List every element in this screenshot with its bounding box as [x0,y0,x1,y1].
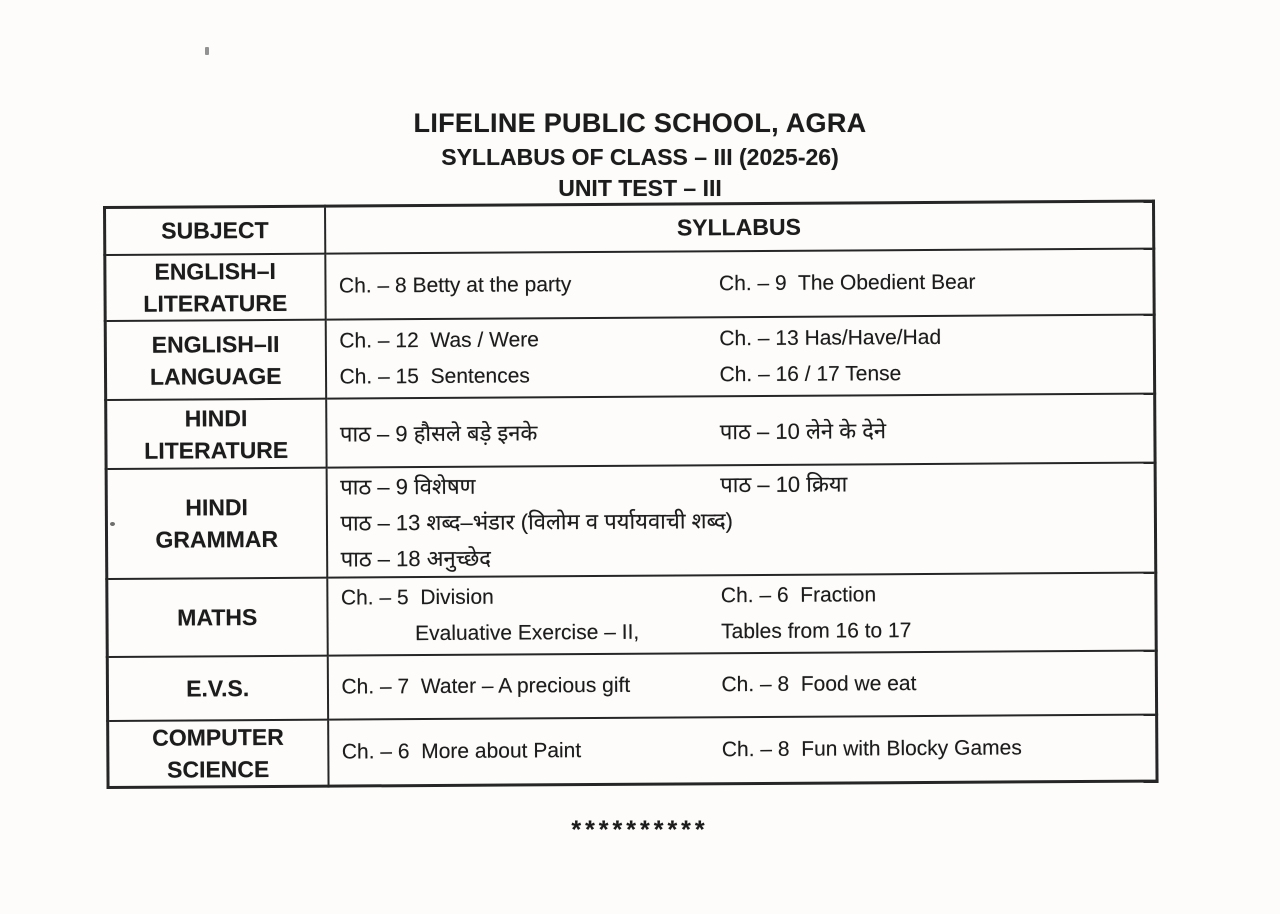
syllabus-line: Ch. – 12 Was / Were Ch. – 13 Has/Have/Ha… [339,325,942,353]
subject-cell: ENGLISH–I LITERATURE [104,253,326,321]
syllabus-cell: Ch. – 12 Was / Were Ch. – 13 Has/Have/Ha… [325,314,1155,399]
subject-cell: MATHS [106,577,328,657]
syllabus-column-header: SYLLABUS [324,201,1154,254]
syllabus-line: Ch. – 15 Sentences Ch. – 16 / 17 Tense [339,361,902,389]
syllabus-cell: Ch. – 5 Division Ch. – 6 Fraction Evalua… [326,572,1157,656]
syllabus-cell: Ch. – 7 Water – A precious gift Ch. – 8 … [327,650,1157,720]
subject-cell: E.V.S. [107,655,328,721]
syllabus-line: पाठ – 18 अनुच्छेद [340,545,491,572]
test-title: UNIT TEST – III [558,175,722,201]
table-row-evs: E.V.S. Ch. – 7 Water – A precious gift C… [107,650,1157,721]
subject-cell: COMPUTER SCIENCE [107,719,329,788]
syllabus-line: Ch. – 7 Water – A precious gift Ch. – 8 … [341,672,917,699]
syllabus-line: Ch. – 6 More about Paint Ch. – 8 Fun wit… [341,736,1022,764]
subject-cell: HINDI GRAMMAR [106,467,327,579]
syllabus-line: पाठ – 9 हौसले बड़े इनके पाठ – 10 लेने के… [339,417,887,447]
table-row-english-2-language: ENGLISH–II LANGUAGE Ch. – 12 Was / Were … [105,314,1155,400]
scan-artifact [205,47,209,55]
syllabus-cell: पाठ – 9 हौसले बड़े इनके पाठ – 10 लेने के… [325,393,1156,468]
table-row-hindi-grammar: HINDI GRAMMAR पाठ – 9 विशेषण पाठ – 10 क्… [106,462,1156,579]
table-row-english-1-literature: ENGLISH–I LITERATURE Ch. – 8 Betty at th… [104,248,1155,321]
syllabus-line: Ch. – 5 Division Ch. – 6 Fraction [340,583,877,610]
scan-artifact [110,522,115,526]
page-title: LIFELINE PUBLIC SCHOOL, AGRA [413,108,867,138]
syllabus-line: पाठ – 13 शब्द–भंडार (विलोम व पर्यायवाची … [340,508,733,536]
table-row-computer-science: COMPUTER SCIENCE Ch. – 6 More about Pain… [107,714,1158,788]
syllabus-cell: Ch. – 8 Betty at the party Ch. – 9 The O… [324,248,1155,320]
document-header: LIFELINE PUBLIC SCHOOL, AGRA SYLLABUS OF… [0,110,1280,200]
syllabus-line: Evaluative Exercise – II, Tables from 16… [415,619,912,646]
syllabus-line: पाठ – 9 विशेषण पाठ – 10 क्रिया [340,471,848,500]
table-row-maths: MATHS Ch. – 5 Division Ch. – 6 Fraction … [106,572,1157,657]
syllabus-cell: Ch. – 6 More about Paint Ch. – 8 Fun wit… [327,714,1158,787]
table-row-hindi-literature: HINDI LITERATURE पाठ – 9 हौसले बड़े इनके… [105,393,1156,469]
syllabus-table: SUBJECT SYLLABUS ENGLISH–I LITERATURE Ch… [103,199,1159,789]
subject-cell: HINDI LITERATURE [105,398,327,469]
syllabus-cell: पाठ – 9 विशेषण पाठ – 10 क्रिया पाठ – 13 … [326,462,1156,578]
subject-cell: ENGLISH–II LANGUAGE [105,319,326,400]
footer-stars: ********** [571,816,709,844]
page-subtitle: SYLLABUS OF CLASS – III (2025-26) [441,144,839,170]
subject-column-header: SUBJECT [104,206,325,255]
table-header-row: SUBJECT SYLLABUS [104,201,1154,255]
syllabus-line: Ch. – 8 Betty at the party Ch. – 9 The O… [338,270,976,298]
